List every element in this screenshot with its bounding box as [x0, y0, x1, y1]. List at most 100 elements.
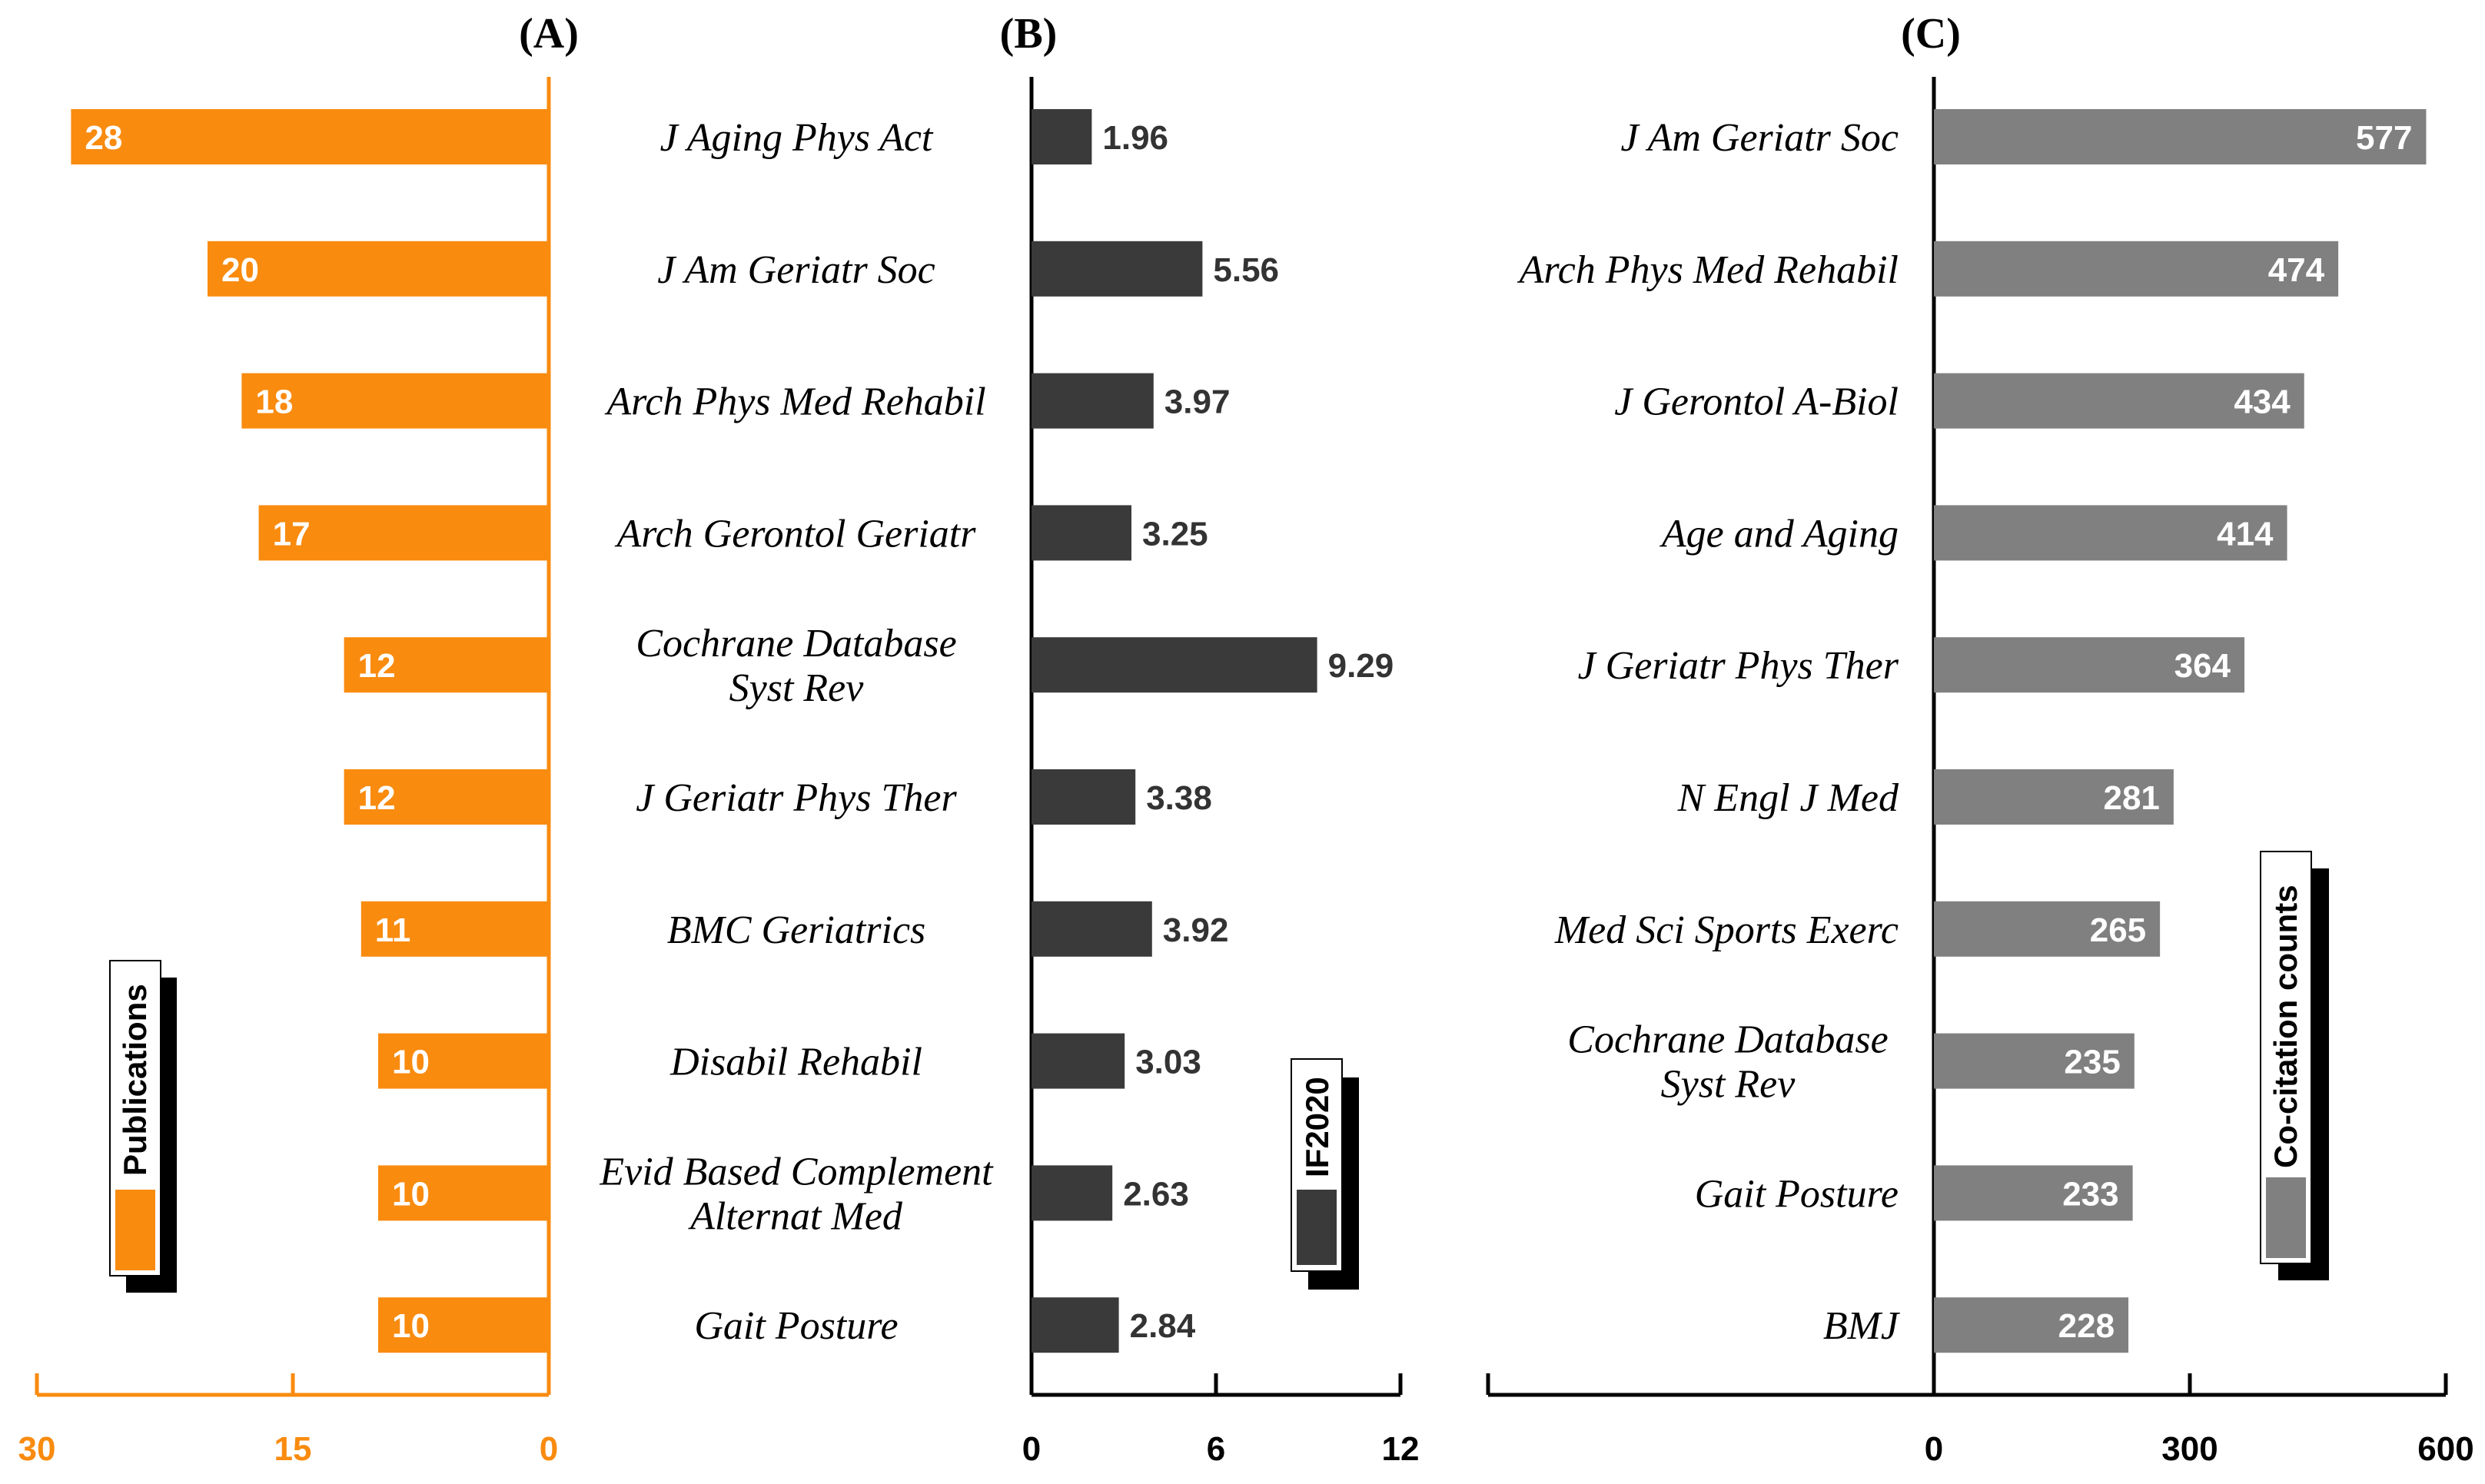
bar-c-label: 364 — [2174, 647, 2231, 685]
journal-label-ab: Syst Rev — [729, 666, 865, 710]
bar-c-6 — [1934, 769, 2174, 825]
bar-a-label: 11 — [375, 911, 411, 949]
legend-a: Publications — [109, 960, 177, 1293]
bar-b-label: 3.25 — [1142, 515, 1208, 553]
legend-b-text: IF2020 — [1299, 1077, 1335, 1177]
journal-label-ab: Disabil Rehabil — [669, 1041, 922, 1084]
journal-label-c: Age and Aging — [1659, 512, 1899, 556]
bar-b-10 — [1032, 1297, 1119, 1353]
bar-b-label: 2.84 — [1130, 1307, 1196, 1345]
bar-a-label: 12 — [358, 779, 396, 817]
bar-c-label: 235 — [2064, 1044, 2120, 1081]
bar-b-label: 1.96 — [1102, 119, 1168, 157]
journal-label-c: Arch Phys Med Rehabil — [1517, 248, 1899, 292]
tick-a-label: 0 — [540, 1430, 558, 1468]
panel-b-impact-factor: (B) 0 6 12 1.96 5.56 3.97 3.25 9.29 3.38 3.92 3.03 2… — [1000, 10, 1420, 1468]
bar-c-label: 228 — [2058, 1307, 2115, 1345]
journal-label-ab: Arch Gerontol Geriatr — [615, 512, 977, 556]
tick-a-label: 30 — [18, 1430, 56, 1468]
bar-b-6 — [1032, 769, 1136, 825]
bar-c-2 — [1934, 241, 2339, 297]
bar-c-5 — [1934, 637, 2245, 693]
journal-label-c: J Geriatr Phys Ther — [1578, 644, 1899, 688]
journal-label-c: J Am Geriatr Soc — [1620, 116, 1899, 160]
bar-a-3 — [241, 373, 549, 429]
bar-a-7 — [360, 901, 549, 957]
bar-a-label: 12 — [358, 647, 396, 685]
journal-label-c: Syst Rev — [1661, 1063, 1796, 1107]
legend-a-text: Publications — [117, 984, 153, 1176]
bar-c-9 — [1934, 1165, 2133, 1221]
legend-b-swatch — [1297, 1190, 1337, 1265]
journal-label-c: Med Sci Sports Exerc — [1554, 908, 1899, 952]
bar-a-label: 18 — [255, 383, 293, 421]
bar-b-label: 5.56 — [1213, 251, 1279, 289]
legend-a-swatch — [115, 1190, 155, 1270]
bar-b-label: 9.29 — [1328, 647, 1394, 685]
bar-c-label: 434 — [2234, 383, 2291, 421]
bar-c-label: 577 — [2356, 119, 2412, 157]
bar-c-label: 474 — [2268, 251, 2325, 289]
journal-label-ab: Alternat Med — [688, 1194, 903, 1238]
bar-c-label: 233 — [2062, 1175, 2118, 1213]
bar-a-label: 10 — [392, 1175, 430, 1213]
tick-b-label: 12 — [1382, 1430, 1420, 1468]
bar-b-label: 2.63 — [1123, 1175, 1189, 1213]
journal-label-c: BMJ — [1823, 1304, 1901, 1348]
bar-c-8 — [1934, 1033, 2135, 1089]
legend-c-swatch — [2266, 1177, 2306, 1258]
panel-a-publications: (A) 30 15 0 28 20 18 17 12 12 11 10 10 10 Publications — [18, 10, 579, 1468]
journal-label-ab: J Geriatr Phys Ther — [636, 776, 957, 820]
tick-c-label: 600 — [2417, 1430, 2473, 1468]
bar-b-label: 3.92 — [1163, 911, 1229, 949]
panel-label-a: (A) — [519, 10, 579, 58]
panel-label-b: (B) — [1000, 10, 1058, 58]
journal-label-c: N Engl J Med — [1677, 776, 1899, 820]
bar-b-label: 3.03 — [1135, 1044, 1201, 1081]
journal-label-ab: BMC Geriatrics — [667, 908, 926, 952]
journal-label-c: Gait Posture — [1695, 1172, 1899, 1216]
tick-c-label: 0 — [1925, 1430, 1943, 1468]
bar-b-7 — [1032, 901, 1152, 957]
legend-c-text: Co-citation counts — [2267, 885, 2304, 1168]
bar-a-label: 28 — [85, 119, 122, 157]
bar-a-label: 20 — [221, 251, 259, 289]
journal-label-ab: Arch Phys Med Rehabil — [604, 380, 985, 424]
journal-label-ab: Evid Based Complement — [599, 1150, 994, 1194]
legend-b: IF2020 — [1291, 1058, 1359, 1290]
legend-c: Co-citation counts — [2260, 851, 2329, 1280]
bar-b-label: 3.38 — [1146, 779, 1212, 817]
bar-a-4 — [258, 505, 549, 561]
bar-b-3 — [1032, 373, 1154, 429]
bar-a-label: 10 — [392, 1307, 430, 1345]
bar-a-1 — [71, 109, 549, 164]
bar-b-9 — [1032, 1165, 1113, 1221]
bar-a-5 — [344, 637, 549, 693]
journal-label-ab: J Am Geriatr Soc — [657, 248, 935, 292]
bar-b-label: 3.97 — [1164, 383, 1231, 421]
journal-label-ab: Cochrane Database — [636, 622, 956, 666]
bar-a-label: 10 — [392, 1044, 430, 1081]
journal-labels-ab: J Aging Phys Act J Am Geriatr Soc Arch Phy… — [599, 116, 994, 1348]
bar-c-3 — [1934, 373, 2304, 429]
bar-b-4 — [1032, 505, 1131, 561]
bar-c-1 — [1934, 109, 2427, 164]
journal-label-ab: Gait Posture — [694, 1304, 898, 1348]
bar-a-8 — [378, 1033, 549, 1089]
bar-b-1 — [1032, 109, 1092, 164]
bar-c-10 — [1934, 1297, 2129, 1353]
bar-a-2 — [208, 241, 549, 297]
panel-c-co-citation: (C) 0 300 600 577 474 434 414 364 281 265 235 233 228… — [1486, 10, 2474, 1468]
panel-label-c: (C) — [1901, 10, 1961, 58]
bar-c-7 — [1934, 901, 2161, 957]
tick-b-label: 0 — [1022, 1430, 1041, 1468]
tick-c-label: 300 — [2161, 1430, 2218, 1468]
bar-c-label: 265 — [2090, 911, 2146, 949]
journal-labels-c: J Am Geriatr Soc Arch Phys Med Rehabil J G… — [1517, 116, 1901, 1348]
journal-label-c: J Gerontol A-Biol — [1614, 380, 1899, 424]
bar-b-2 — [1032, 241, 1203, 297]
bar-a-9 — [378, 1165, 549, 1221]
bar-a-10 — [378, 1297, 549, 1353]
bar-a-label: 17 — [273, 515, 311, 553]
